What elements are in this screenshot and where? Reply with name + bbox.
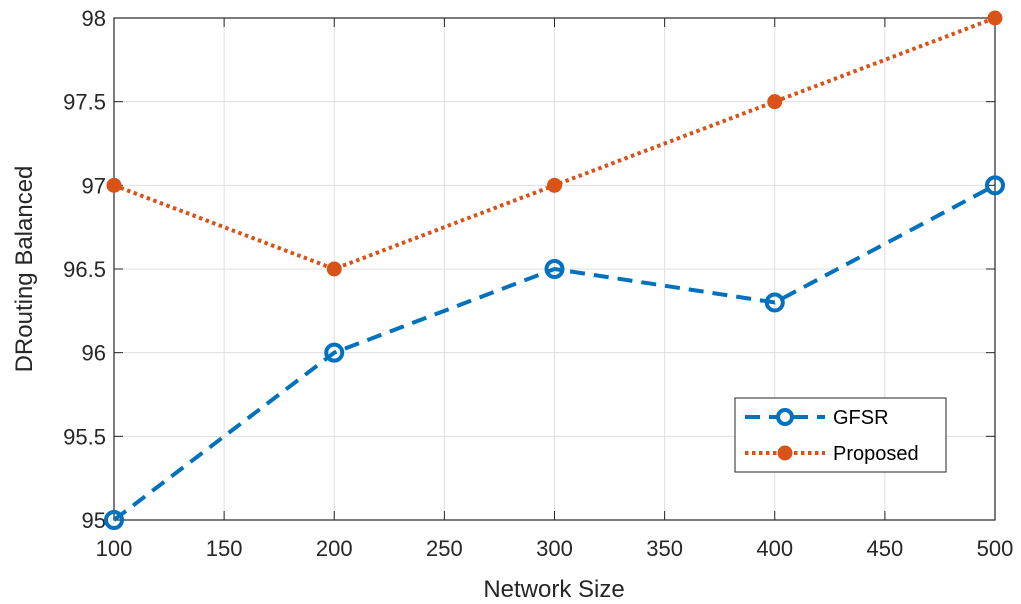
y-tick-label: 96 xyxy=(82,341,106,366)
data-point-gfsr xyxy=(764,292,785,313)
x-tick-label: 500 xyxy=(977,536,1014,561)
data-point-gfsr xyxy=(544,259,565,279)
legend-label-proposed: Proposed xyxy=(833,443,919,465)
legend-label-gfsr: GFSR xyxy=(833,407,889,429)
series-gfsr xyxy=(104,175,1005,530)
x-axis-label: Network Size xyxy=(483,576,624,603)
legend: GFSR Proposed xyxy=(734,397,947,473)
y-tick-label: 96.5 xyxy=(63,257,106,282)
y-tick-label: 97 xyxy=(82,173,106,198)
x-tick-label: 200 xyxy=(316,536,353,561)
data-point-proposed xyxy=(106,177,122,193)
axis-ticks: 100 150 200 250 300 350 400 450 500 95 95.5 96 96.5 9… xyxy=(63,6,1013,561)
series-line-gfsr xyxy=(112,183,996,522)
y-tick-label: 98 xyxy=(82,6,106,31)
y-tick-label: 95.5 xyxy=(63,424,106,449)
y-tick-label: 97.5 xyxy=(63,90,106,115)
y-axis-label: DRouting Balanced xyxy=(11,166,38,373)
data-point-proposed xyxy=(547,177,562,193)
x-tick-label: 400 xyxy=(756,536,793,561)
x-tick-label: 300 xyxy=(536,536,573,561)
x-tick-label: 350 xyxy=(646,536,683,561)
legend-marker-proposed xyxy=(777,445,793,461)
x-tick-label: 250 xyxy=(426,536,463,561)
data-point-proposed xyxy=(767,94,783,110)
x-tick-label: 450 xyxy=(867,536,904,561)
x-tick-label: 150 xyxy=(206,536,243,561)
legend-box xyxy=(734,397,947,473)
data-point-gfsr xyxy=(324,342,345,363)
legend-marker-gfsr xyxy=(776,408,794,426)
data-point-gfsr xyxy=(104,510,124,530)
series-proposed xyxy=(106,10,1003,277)
data-point-proposed xyxy=(987,10,1003,26)
x-tick-label: 100 xyxy=(96,536,133,561)
series-layer xyxy=(104,10,1005,530)
data-point-gfsr xyxy=(985,175,1005,196)
data-point-proposed xyxy=(326,261,342,277)
y-tick-label: 95 xyxy=(82,508,106,533)
